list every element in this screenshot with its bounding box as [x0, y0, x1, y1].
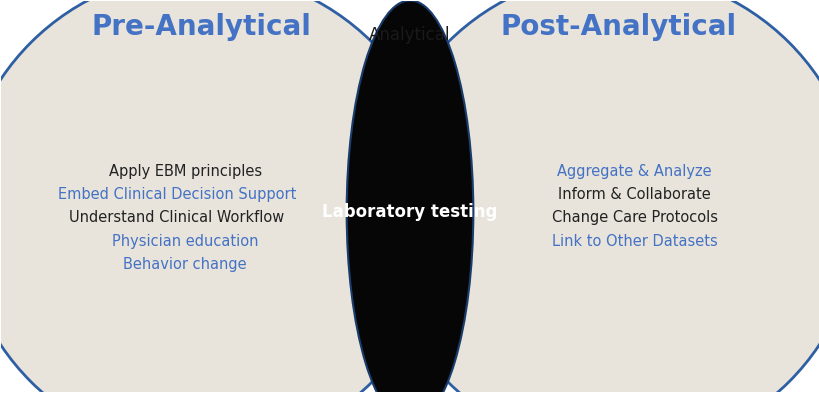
Text: Behavior change: Behavior change — [124, 257, 247, 272]
Text: Aggregate & Analyze: Aggregate & Analyze — [557, 163, 711, 179]
Text: Link to Other Datasets: Link to Other Datasets — [551, 234, 717, 249]
Text: Embed Clinical Decision Support: Embed Clinical Decision Support — [58, 187, 296, 202]
Text: Change Care Protocols: Change Care Protocols — [551, 211, 717, 226]
Text: Apply EBM principles: Apply EBM principles — [109, 163, 261, 179]
Ellipse shape — [346, 0, 473, 393]
Text: Inform & Collaborate: Inform & Collaborate — [558, 187, 710, 202]
Text: Post-Analytical: Post-Analytical — [500, 13, 735, 41]
Text: Pre-Analytical: Pre-Analytical — [92, 13, 311, 41]
Text: Understand Clinical Workflow: Understand Clinical Workflow — [70, 211, 284, 226]
Text: Laboratory testing: Laboratory testing — [322, 203, 497, 221]
Ellipse shape — [377, 0, 819, 393]
Text: Analytical: Analytical — [369, 26, 450, 44]
Ellipse shape — [0, 0, 442, 393]
Text: Physician education: Physician education — [112, 234, 258, 249]
